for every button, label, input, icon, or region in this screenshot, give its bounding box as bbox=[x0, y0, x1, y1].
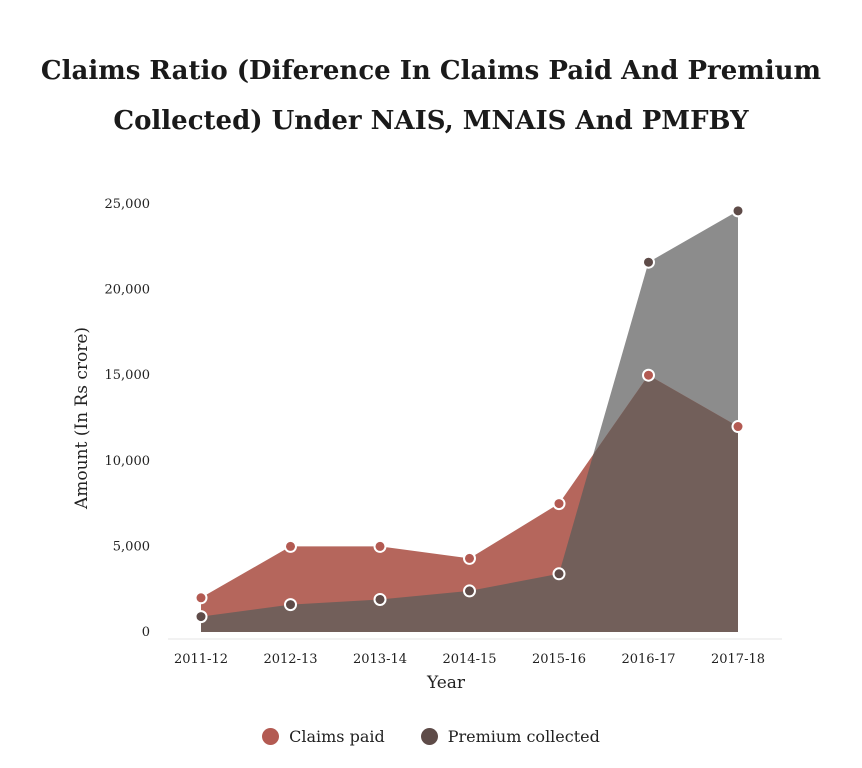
chart-title-line-2: Collected) Under NAIS, MNAIS And PMFBY bbox=[113, 106, 749, 136]
legend-label-claims-paid: Claims paid bbox=[289, 727, 385, 746]
legend-label-premium-collected: Premium collected bbox=[447, 727, 600, 746]
legend: Claims paid Premium collected bbox=[0, 727, 862, 746]
y-axis-label: Amount (In Rs crore) bbox=[72, 327, 92, 510]
premium-collected-point[interactable] bbox=[284, 598, 297, 612]
overlap-area bbox=[201, 375, 738, 632]
y-tick-label: 20,000 bbox=[105, 283, 151, 298]
legend-swatch-claims-paid bbox=[262, 728, 280, 745]
x-tick-label: 2015-16 bbox=[532, 652, 586, 667]
y-tick-label: 25,000 bbox=[105, 197, 151, 212]
claims-paid-point[interactable] bbox=[284, 539, 297, 553]
premium-collected-point[interactable] bbox=[731, 204, 745, 218]
y-tick-label: 15,000 bbox=[105, 368, 151, 383]
x-tick-label: 2014-15 bbox=[442, 652, 496, 667]
claims-paid-point[interactable] bbox=[194, 591, 208, 605]
chart-title-line-1: Claims Ratio (Diference In Claims Paid A… bbox=[40, 56, 822, 86]
legend-item-premium-collected[interactable]: Premium collected bbox=[420, 727, 600, 746]
premium-collected-point[interactable] bbox=[194, 610, 208, 624]
legend-item-claims-paid[interactable]: Claims paid bbox=[262, 727, 385, 746]
legend-swatch-premium-collected bbox=[420, 728, 438, 745]
claims-paid-point[interactable] bbox=[731, 420, 745, 434]
x-tick-label: 2012-13 bbox=[263, 652, 317, 667]
y-tick-label: 0 bbox=[142, 625, 150, 640]
x-tick-label: 2011-12 bbox=[174, 652, 228, 667]
x-axis-label: Year bbox=[426, 673, 466, 693]
premium-collected-point[interactable] bbox=[463, 584, 476, 598]
claims-paid-point[interactable] bbox=[552, 497, 566, 511]
x-tick-label: 2017-18 bbox=[711, 652, 765, 667]
x-tick-label: 2016-17 bbox=[621, 652, 675, 667]
claims-paid-point[interactable] bbox=[642, 368, 655, 382]
premium-collected-point[interactable] bbox=[552, 567, 566, 581]
premium-collected-point[interactable] bbox=[642, 255, 655, 269]
x-tick-label: 2013-14 bbox=[353, 652, 407, 667]
chart-title: Claims Ratio (Diference In Claims Paid A… bbox=[0, 46, 862, 146]
y-tick-label: 5,000 bbox=[113, 539, 150, 554]
y-tick-label: 10,000 bbox=[105, 454, 151, 469]
premium-collected-point[interactable] bbox=[373, 592, 387, 606]
claims-paid-point[interactable] bbox=[463, 551, 476, 565]
claims-paid-point[interactable] bbox=[373, 539, 387, 553]
